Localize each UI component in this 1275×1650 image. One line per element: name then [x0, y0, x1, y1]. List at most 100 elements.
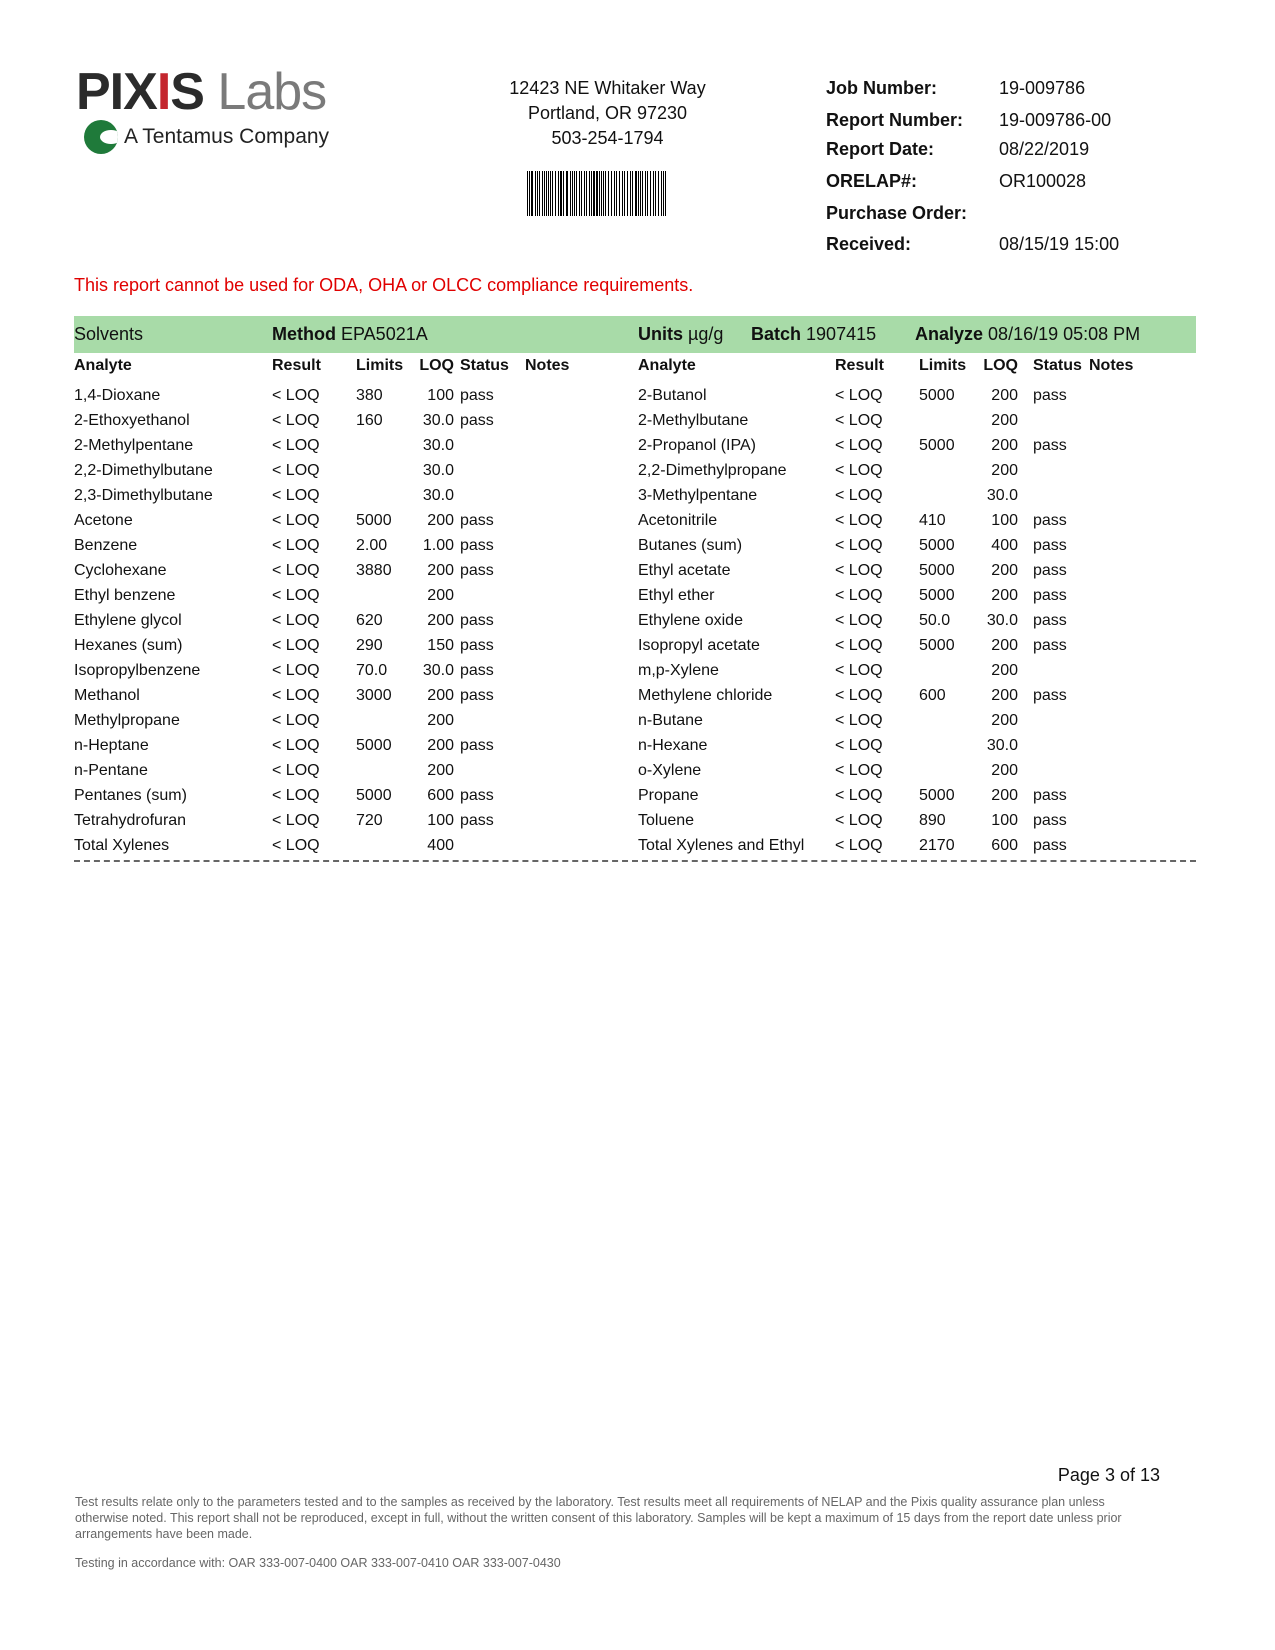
- cell-analyte: n-Pentane: [74, 762, 148, 779]
- cell-analyte: Methylpropane: [74, 712, 180, 729]
- cell-analyte: n-Butane: [638, 712, 703, 729]
- cell-result: < LOQ: [835, 587, 883, 604]
- cell-loq: 30.0: [986, 737, 1018, 754]
- cell-result: < LOQ: [835, 462, 883, 479]
- info-value: 08/22/2019: [999, 139, 1090, 159]
- header-analyte: Analyte: [74, 357, 132, 374]
- header-limits: Limits: [919, 357, 967, 374]
- info-label: ORELAP#:: [826, 171, 918, 191]
- cell-status: pass: [1033, 587, 1067, 604]
- cell-limit: 5000: [919, 787, 955, 804]
- cell-analyte: Ethyl acetate: [638, 562, 731, 579]
- cell-result: < LOQ: [835, 412, 883, 429]
- cell-result: < LOQ: [835, 687, 883, 704]
- cell-loq: 200: [991, 387, 1018, 404]
- cell-analyte: 1,4-Dioxane: [74, 387, 161, 404]
- cell-result: < LOQ: [272, 462, 320, 479]
- cell-loq: 200: [427, 512, 454, 529]
- cell-analyte: 2-Ethoxyethanol: [74, 412, 190, 429]
- cell-limit: 5000: [919, 637, 955, 654]
- cell-status: pass: [1033, 387, 1067, 404]
- section-band: [74, 316, 1196, 353]
- address-phone: 503-254-1794: [551, 128, 664, 148]
- cell-analyte: 3-Methylpentane: [638, 487, 758, 504]
- cell-limit: 5000: [919, 537, 955, 554]
- header-status: Status: [1033, 357, 1082, 374]
- cell-limit: 50.0: [919, 612, 951, 629]
- cell-analyte: 2,2-Dimethylpropane: [638, 462, 787, 479]
- cell-loq: 200: [991, 637, 1018, 654]
- cell-loq: 200: [991, 412, 1018, 429]
- header-status: Status: [460, 357, 509, 374]
- cell-analyte: 2-Methylpentane: [74, 437, 194, 454]
- cell-result: < LOQ: [272, 687, 320, 704]
- cell-status: pass: [1033, 637, 1067, 654]
- info-label: Job Number:: [826, 78, 938, 98]
- cell-loq: 200: [991, 662, 1018, 679]
- cell-result: < LOQ: [835, 487, 883, 504]
- cell-result: < LOQ: [835, 712, 883, 729]
- cell-result: < LOQ: [272, 412, 320, 429]
- cell-analyte: Total Xylenes: [74, 837, 170, 854]
- cell-analyte: Acetonitrile: [638, 512, 718, 529]
- cell-analyte: Hexanes (sum): [74, 637, 183, 654]
- cell-analyte: Ethylene oxide: [638, 612, 743, 629]
- cell-limit: 290: [356, 637, 383, 654]
- header-result: Result: [272, 357, 321, 374]
- page-number: Page 3 of 13: [1057, 1465, 1160, 1485]
- cell-loq: 200: [427, 737, 454, 754]
- cell-limit: 600: [919, 687, 946, 704]
- cell-status: pass: [1033, 562, 1067, 579]
- cell-result: < LOQ: [835, 737, 883, 754]
- cell-status: pass: [1033, 437, 1067, 454]
- compliance-warning: This report cannot be used for ODA, OHA …: [74, 275, 694, 295]
- leaf-icon: [84, 120, 118, 154]
- cell-limit: 3000: [356, 687, 392, 704]
- header-loq: LOQ: [419, 357, 454, 374]
- cell-analyte: 2-Butanol: [638, 387, 707, 404]
- info-label: Report Date:: [826, 139, 935, 159]
- cell-limit: 5000: [919, 562, 955, 579]
- cell-limit: 620: [356, 612, 383, 629]
- cell-loq: 30.0: [422, 437, 454, 454]
- cell-status: pass: [460, 537, 494, 554]
- cell-loq: 200: [991, 787, 1018, 804]
- header-notes: Notes: [1089, 357, 1134, 374]
- cell-analyte: m,p-Xylene: [638, 662, 719, 679]
- cell-loq: 600: [991, 837, 1018, 854]
- cell-result: < LOQ: [272, 737, 320, 754]
- cell-result: < LOQ: [835, 562, 883, 579]
- cell-loq: 100: [427, 387, 454, 404]
- cell-result: < LOQ: [835, 637, 883, 654]
- cell-limit: 3880: [356, 562, 392, 579]
- cell-analyte: Toluene: [638, 812, 695, 829]
- cell-result: < LOQ: [835, 762, 883, 779]
- cell-result: < LOQ: [272, 662, 320, 679]
- cell-analyte: Acetone: [74, 512, 133, 529]
- cell-loq: 200: [427, 687, 454, 704]
- cell-status: pass: [460, 412, 494, 429]
- address-line1: 12423 NE Whitaker Way: [509, 78, 706, 98]
- cell-analyte: n-Hexane: [638, 737, 708, 754]
- cell-limit: 5000: [356, 512, 392, 529]
- tentamus-logo: A Tentamus Company: [84, 120, 329, 154]
- cell-limit: 2170: [919, 837, 955, 854]
- cell-analyte: Isopropylbenzene: [74, 662, 201, 679]
- cell-loq: 200: [427, 712, 454, 729]
- cell-loq: 200: [991, 762, 1018, 779]
- cell-limit: 720: [356, 812, 383, 829]
- cell-result: < LOQ: [272, 562, 320, 579]
- cell-analyte: Benzene: [74, 537, 138, 554]
- cell-result: < LOQ: [272, 487, 320, 504]
- cell-result: < LOQ: [272, 812, 320, 829]
- cell-limit: 5000: [356, 737, 392, 754]
- cell-loq: 200: [991, 712, 1018, 729]
- cell-loq: 200: [991, 462, 1018, 479]
- cell-loq: 100: [991, 512, 1018, 529]
- address-line2: Portland, OR 97230: [527, 103, 688, 123]
- cell-loq: 100: [991, 812, 1018, 829]
- cell-status: pass: [460, 512, 494, 529]
- cell-analyte: 2-Methylbutane: [638, 412, 749, 429]
- cell-analyte: 2,3-Dimethylbutane: [74, 487, 213, 504]
- cell-limit: 380: [356, 387, 383, 404]
